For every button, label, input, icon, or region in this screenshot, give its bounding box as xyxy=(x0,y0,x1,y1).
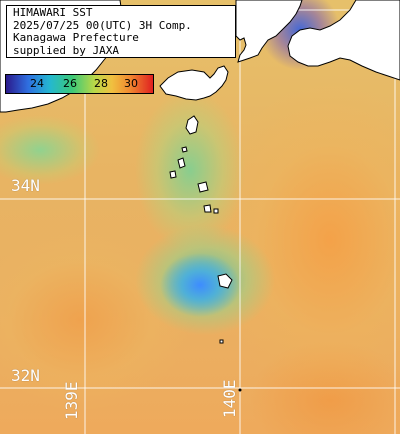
info-title: HIMAWARI SST xyxy=(13,6,93,19)
island-niijima xyxy=(177,157,186,169)
info-credit: supplied by JAXA xyxy=(13,43,119,57)
lon-tick-marker xyxy=(238,388,242,392)
island-kozushima xyxy=(197,181,209,193)
island-miyakejima xyxy=(203,204,212,213)
colorbar-tick-24: 24 xyxy=(30,77,44,90)
info-box: HIMAWARI SST 2025/07/25 00(UTC) 3H Comp.… xyxy=(6,5,236,58)
colorbar-tick-28: 28 xyxy=(94,77,108,90)
land-izu-peninsula xyxy=(159,65,229,101)
island-hachijojima xyxy=(217,273,233,289)
island-shikinejima xyxy=(169,170,177,179)
lat-label-32n: 32N xyxy=(11,366,40,385)
land-boso-peninsula xyxy=(287,0,400,81)
island-aogashima xyxy=(219,339,224,344)
lon-label-140e: 140E xyxy=(220,379,239,418)
info-region: Kanagawa Prefecture xyxy=(13,31,139,44)
island-mikurajima xyxy=(213,208,219,214)
colorbar-tick-30: 30 xyxy=(124,77,138,90)
info-datetime: 2025/07/25 00(UTC) 3H Comp. xyxy=(13,18,192,32)
island-oshima xyxy=(185,115,199,135)
lat-label-34n: 34N xyxy=(11,176,40,195)
lon-label-139e: 139E xyxy=(62,381,81,420)
colorbar-tick-26: 26 xyxy=(63,77,77,90)
colorbar-gradient xyxy=(6,75,153,93)
land-kanagawa-coast xyxy=(235,0,303,63)
island-toshima xyxy=(181,146,188,153)
colorbar-legend: 24 26 28 30 xyxy=(5,74,154,94)
